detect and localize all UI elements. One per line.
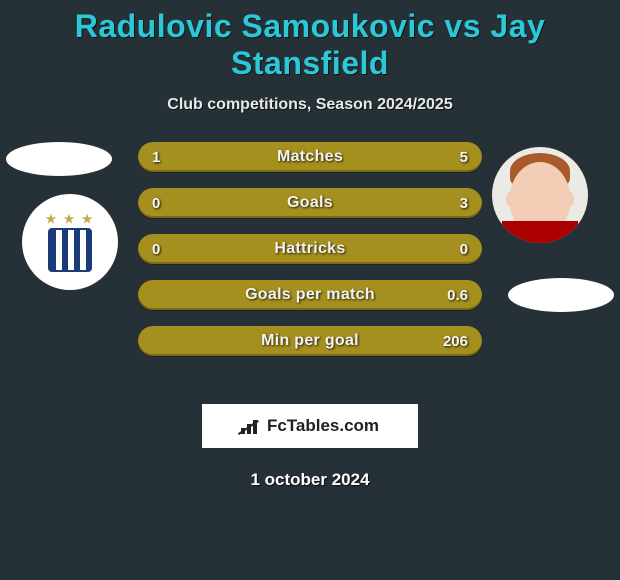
- stat-right-value: 206: [429, 326, 482, 356]
- crest-stars-icon: ★ ★ ★: [46, 212, 95, 226]
- stat-bar: Goals per match 0.6: [138, 280, 482, 310]
- stat-right-value: 5: [446, 142, 482, 172]
- crest-graphic: ★ ★ ★: [46, 212, 95, 272]
- avatar-ear: [506, 191, 516, 207]
- left-club-crest: ★ ★ ★: [22, 194, 118, 290]
- bar-chart-icon: [241, 418, 261, 434]
- comparison-area: ★ ★ ★ 1 Matches 5 0 Goals: [0, 142, 620, 382]
- stat-label: Goals: [138, 188, 482, 218]
- page-title: Radulovic Samoukovic vs Jay Stansfield: [0, 8, 620, 82]
- brand-badge: FcTables.com: [202, 404, 418, 448]
- footer-date: 1 october 2024: [0, 470, 620, 490]
- stat-bars: 1 Matches 5 0 Goals 3 0 Hattricks 0 Goal…: [138, 142, 482, 356]
- right-player-avatar: [492, 147, 588, 243]
- stat-right-value: 0.6: [433, 280, 482, 310]
- stat-bar: 0 Goals 3: [138, 188, 482, 218]
- left-blob-decoration: [6, 142, 112, 176]
- avatar-ear: [564, 191, 574, 207]
- crest-stripes-icon: [48, 228, 92, 272]
- stat-bar: 0 Hattricks 0: [138, 234, 482, 264]
- comparison-card: Radulovic Samoukovic vs Jay Stansfield C…: [0, 0, 620, 580]
- card-content: Radulovic Samoukovic vs Jay Stansfield C…: [0, 0, 620, 490]
- stat-bar: 1 Matches 5: [138, 142, 482, 172]
- stat-bar: Min per goal 206: [138, 326, 482, 356]
- stat-right-value: 0: [446, 234, 482, 264]
- stat-label: Hattricks: [138, 234, 482, 264]
- right-blob-decoration: [508, 278, 614, 312]
- stat-label: Goals per match: [138, 280, 482, 310]
- page-subtitle: Club competitions, Season 2024/2025: [0, 96, 620, 114]
- stat-label: Matches: [138, 142, 482, 172]
- avatar-shirt: [502, 221, 578, 243]
- stat-right-value: 3: [446, 188, 482, 218]
- brand-label: FcTables.com: [267, 416, 379, 436]
